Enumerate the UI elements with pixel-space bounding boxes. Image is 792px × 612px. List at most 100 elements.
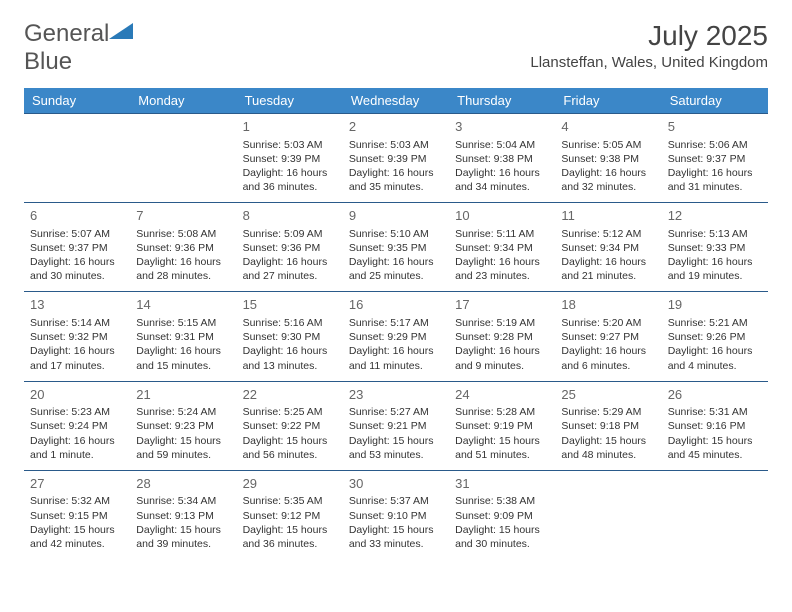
daylight-line: Daylight: 15 hours and 45 minutes. [668, 434, 762, 462]
day-number: 23 [349, 386, 443, 404]
daylight-line: Daylight: 15 hours and 33 minutes. [349, 523, 443, 551]
sunset-line: Sunset: 9:32 PM [30, 330, 124, 344]
logo: General Blue [24, 20, 133, 76]
day-number: 30 [349, 475, 443, 493]
day-number: 31 [455, 475, 549, 493]
sunset-line: Sunset: 9:34 PM [455, 241, 549, 255]
calendar-row: 13Sunrise: 5:14 AMSunset: 9:32 PMDayligh… [24, 292, 768, 381]
daylight-line: Daylight: 16 hours and 35 minutes. [349, 166, 443, 194]
day-cell: 27Sunrise: 5:32 AMSunset: 9:15 PMDayligh… [24, 470, 130, 559]
sunrise-line: Sunrise: 5:13 AM [668, 227, 762, 241]
day-number: 25 [561, 386, 655, 404]
day-number: 24 [455, 386, 549, 404]
sunrise-line: Sunrise: 5:23 AM [30, 405, 124, 419]
sunrise-line: Sunrise: 5:09 AM [243, 227, 337, 241]
sunrise-line: Sunrise: 5:37 AM [349, 494, 443, 508]
weekday-header: Tuesday [237, 88, 343, 114]
sunset-line: Sunset: 9:34 PM [561, 241, 655, 255]
sunset-line: Sunset: 9:24 PM [30, 419, 124, 433]
day-number: 3 [455, 118, 549, 136]
day-number: 16 [349, 296, 443, 314]
header: General Blue July 2025 Llansteffan, Wale… [24, 20, 768, 76]
daylight-line: Daylight: 16 hours and 36 minutes. [243, 166, 337, 194]
empty-cell [555, 470, 661, 559]
day-cell: 10Sunrise: 5:11 AMSunset: 9:34 PMDayligh… [449, 203, 555, 292]
sunrise-line: Sunrise: 5:11 AM [455, 227, 549, 241]
sunrise-line: Sunrise: 5:08 AM [136, 227, 230, 241]
day-cell: 11Sunrise: 5:12 AMSunset: 9:34 PMDayligh… [555, 203, 661, 292]
weekday-header: Thursday [449, 88, 555, 114]
weekday-header: Sunday [24, 88, 130, 114]
sunset-line: Sunset: 9:36 PM [136, 241, 230, 255]
sunset-line: Sunset: 9:38 PM [561, 152, 655, 166]
daylight-line: Daylight: 16 hours and 17 minutes. [30, 344, 124, 372]
day-cell: 14Sunrise: 5:15 AMSunset: 9:31 PMDayligh… [130, 292, 236, 381]
sunset-line: Sunset: 9:09 PM [455, 509, 549, 523]
calendar-row: 1Sunrise: 5:03 AMSunset: 9:39 PMDaylight… [24, 114, 768, 203]
day-number: 15 [243, 296, 337, 314]
sunrise-line: Sunrise: 5:06 AM [668, 138, 762, 152]
day-number: 6 [30, 207, 124, 225]
day-number: 27 [30, 475, 124, 493]
day-cell: 17Sunrise: 5:19 AMSunset: 9:28 PMDayligh… [449, 292, 555, 381]
sunrise-line: Sunrise: 5:10 AM [349, 227, 443, 241]
sunrise-line: Sunrise: 5:35 AM [243, 494, 337, 508]
day-cell: 29Sunrise: 5:35 AMSunset: 9:12 PMDayligh… [237, 470, 343, 559]
sunrise-line: Sunrise: 5:05 AM [561, 138, 655, 152]
daylight-line: Daylight: 16 hours and 27 minutes. [243, 255, 337, 283]
sunset-line: Sunset: 9:31 PM [136, 330, 230, 344]
logo-text: General Blue [24, 20, 133, 76]
day-number: 7 [136, 207, 230, 225]
day-cell: 5Sunrise: 5:06 AMSunset: 9:37 PMDaylight… [662, 114, 768, 203]
daylight-line: Daylight: 16 hours and 15 minutes. [136, 344, 230, 372]
daylight-line: Daylight: 15 hours and 48 minutes. [561, 434, 655, 462]
daylight-line: Daylight: 16 hours and 9 minutes. [455, 344, 549, 372]
location: Llansteffan, Wales, United Kingdom [530, 54, 768, 71]
sunrise-line: Sunrise: 5:27 AM [349, 405, 443, 419]
sunrise-line: Sunrise: 5:25 AM [243, 405, 337, 419]
day-number: 29 [243, 475, 337, 493]
sunset-line: Sunset: 9:22 PM [243, 419, 337, 433]
weekday-header-row: SundayMondayTuesdayWednesdayThursdayFrid… [24, 88, 768, 114]
sunrise-line: Sunrise: 5:19 AM [455, 316, 549, 330]
sunrise-line: Sunrise: 5:38 AM [455, 494, 549, 508]
daylight-line: Daylight: 16 hours and 32 minutes. [561, 166, 655, 194]
weekday-header: Wednesday [343, 88, 449, 114]
sunset-line: Sunset: 9:37 PM [668, 152, 762, 166]
day-number: 20 [30, 386, 124, 404]
empty-cell [24, 114, 130, 203]
daylight-line: Daylight: 15 hours and 39 minutes. [136, 523, 230, 551]
sunset-line: Sunset: 9:21 PM [349, 419, 443, 433]
daylight-line: Daylight: 16 hours and 25 minutes. [349, 255, 443, 283]
day-cell: 26Sunrise: 5:31 AMSunset: 9:16 PMDayligh… [662, 381, 768, 470]
day-cell: 4Sunrise: 5:05 AMSunset: 9:38 PMDaylight… [555, 114, 661, 203]
sunrise-line: Sunrise: 5:15 AM [136, 316, 230, 330]
day-cell: 12Sunrise: 5:13 AMSunset: 9:33 PMDayligh… [662, 203, 768, 292]
day-cell: 31Sunrise: 5:38 AMSunset: 9:09 PMDayligh… [449, 470, 555, 559]
day-cell: 21Sunrise: 5:24 AMSunset: 9:23 PMDayligh… [130, 381, 236, 470]
daylight-line: Daylight: 15 hours and 30 minutes. [455, 523, 549, 551]
day-cell: 9Sunrise: 5:10 AMSunset: 9:35 PMDaylight… [343, 203, 449, 292]
sunset-line: Sunset: 9:16 PM [668, 419, 762, 433]
day-cell: 3 Sunrise: 5:04 AMSunset: 9:38 PMDaylight… [449, 114, 555, 203]
sunrise-line: Sunrise: 5:29 AM [561, 405, 655, 419]
day-number: 1 [243, 118, 337, 136]
sunset-line: Sunset: 9:39 PM [243, 152, 337, 166]
daylight-line: Daylight: 16 hours and 13 minutes. [243, 344, 337, 372]
weekday-header: Friday [555, 88, 661, 114]
day-number: 5 [668, 118, 762, 136]
sunset-line: Sunset: 9:35 PM [349, 241, 443, 255]
sunset-line: Sunset: 9:38 PM [455, 152, 549, 166]
sunrise-line: Sunrise: 5:03 AM [243, 138, 337, 152]
daylight-line: Daylight: 16 hours and 34 minutes. [455, 166, 549, 194]
day-number: 8 [243, 207, 337, 225]
calendar-row: 6Sunrise: 5:07 AMSunset: 9:37 PMDaylight… [24, 203, 768, 292]
day-cell: 23Sunrise: 5:27 AMSunset: 9:21 PMDayligh… [343, 381, 449, 470]
day-cell: 20Sunrise: 5:23 AMSunset: 9:24 PMDayligh… [24, 381, 130, 470]
sunset-line: Sunset: 9:30 PM [243, 330, 337, 344]
empty-cell [662, 470, 768, 559]
sunrise-line: Sunrise: 5:04 AM [455, 138, 549, 152]
logo-triangle-icon [109, 21, 133, 41]
day-number: 28 [136, 475, 230, 493]
logo-text-2: Blue [24, 48, 72, 75]
